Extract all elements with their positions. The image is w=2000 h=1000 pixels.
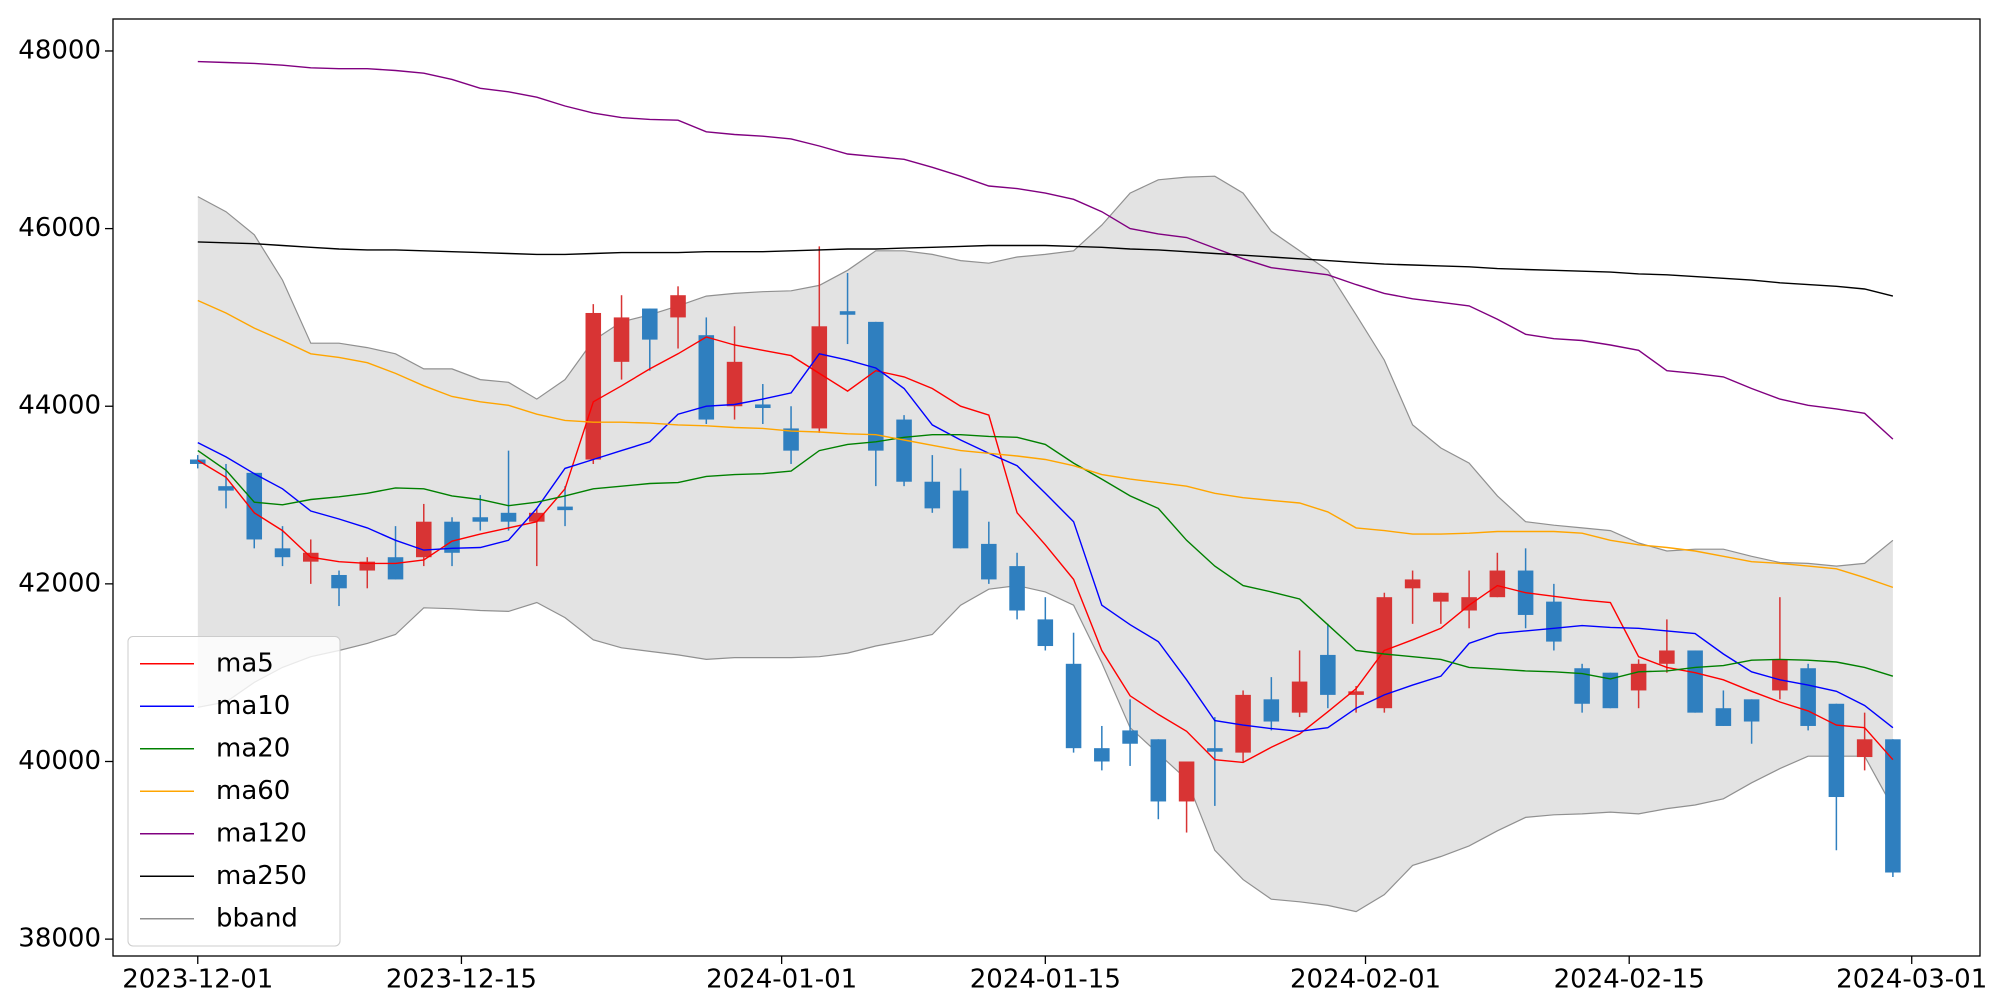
y-tick-label: 42000 (18, 568, 101, 598)
x-tick-label: 2024-02-15 (1554, 965, 1705, 995)
y-tick-label: 40000 (18, 746, 101, 776)
legend: ma5 ma10 ma20 ma60 ma120 ma250 bband (127, 636, 341, 947)
legend-label: ma250 (216, 861, 307, 891)
ma-line (197, 434, 1894, 680)
candle-body (811, 326, 828, 429)
candle-body (1263, 699, 1280, 722)
band-lower (197, 584, 1894, 913)
candle-body (1602, 672, 1619, 709)
candle-body (1856, 739, 1873, 758)
y-tick-label: 44000 (18, 391, 101, 421)
candle-body (642, 308, 658, 340)
plot-frame (112, 18, 1981, 957)
candle-body (952, 490, 969, 549)
candle-body (387, 557, 404, 580)
candle-body (1630, 663, 1647, 691)
candle-body (359, 561, 376, 571)
plot-area (189, 60, 1901, 913)
candle-body (1828, 703, 1845, 798)
y-tick-label: 38000 (18, 924, 101, 954)
x-tick-label: 2023-12-15 (386, 965, 537, 995)
x-tick-label: 2024-01-01 (706, 965, 857, 995)
candle-body (444, 521, 460, 553)
x-tick-label: 2024-01-15 (970, 965, 1121, 995)
candle-body (1772, 659, 1788, 691)
candle-body (557, 506, 573, 511)
candle-body (1433, 592, 1449, 602)
candle-body (1122, 730, 1138, 744)
candle-body (500, 512, 517, 522)
candle-body (274, 548, 291, 558)
candle-body (1687, 650, 1703, 713)
candle-body (1348, 691, 1364, 695)
ma-line (197, 353, 1894, 733)
legend-box (127, 636, 341, 947)
candle-body (613, 317, 630, 362)
ma-line (197, 336, 1894, 764)
candle-body (1178, 761, 1195, 802)
candle-body (1800, 668, 1816, 726)
candle-body (981, 543, 997, 580)
x-tick-label: 2024-02-01 (1290, 965, 1441, 995)
candle-body (1207, 748, 1223, 752)
candle-body (585, 312, 602, 460)
candle-body (1235, 694, 1251, 753)
candle-body (1743, 699, 1760, 722)
candle-body (670, 295, 686, 318)
candle-body (839, 311, 856, 315)
candle-body (1659, 650, 1675, 664)
candle-body (1885, 739, 1901, 873)
candle-body (868, 321, 884, 451)
legend-label: bband (216, 903, 298, 933)
ma-line (197, 241, 1894, 297)
candle-body (1715, 708, 1732, 726)
candle-body (783, 428, 799, 451)
y-tick-label: 46000 (18, 213, 101, 243)
ma-line (197, 299, 1894, 589)
x-tick-label: 2023-12-01 (122, 965, 273, 995)
candle-body (1065, 663, 1082, 749)
legend-label: ma5 (216, 648, 274, 678)
candle-body (1320, 654, 1336, 695)
candle-body (1489, 570, 1506, 598)
band-upper (197, 175, 1894, 567)
ma-line (197, 60, 1894, 440)
candle-body (896, 419, 912, 482)
candle-body (246, 472, 263, 540)
legend-label: ma20 (216, 733, 290, 763)
candle-body (529, 512, 545, 522)
candle-body (698, 335, 715, 420)
candle-body (331, 574, 347, 589)
candle-body (1009, 566, 1025, 611)
candle-body (1037, 619, 1054, 647)
candle-body (726, 361, 743, 407)
legend-label: ma120 (216, 818, 307, 848)
legend-label: ma60 (216, 776, 290, 806)
candle-body (1546, 601, 1562, 642)
x-tick-label: 2024-03-01 (1836, 965, 1987, 995)
candle-body (1376, 597, 1393, 709)
candle-body (1461, 597, 1477, 611)
candle-body (472, 517, 489, 522)
y-tick-label: 48000 (18, 35, 101, 65)
candle-body (218, 486, 234, 491)
candle-body (1150, 739, 1167, 802)
candle-body (924, 481, 941, 509)
candle-body (416, 521, 432, 558)
legend-label: ma10 (216, 691, 290, 721)
candle-body (189, 459, 206, 464)
candle-body (1574, 668, 1590, 704)
candle-body (1094, 748, 1110, 762)
candle-body (1291, 681, 1308, 713)
candle-body (1404, 579, 1421, 589)
candle-body (755, 404, 771, 409)
